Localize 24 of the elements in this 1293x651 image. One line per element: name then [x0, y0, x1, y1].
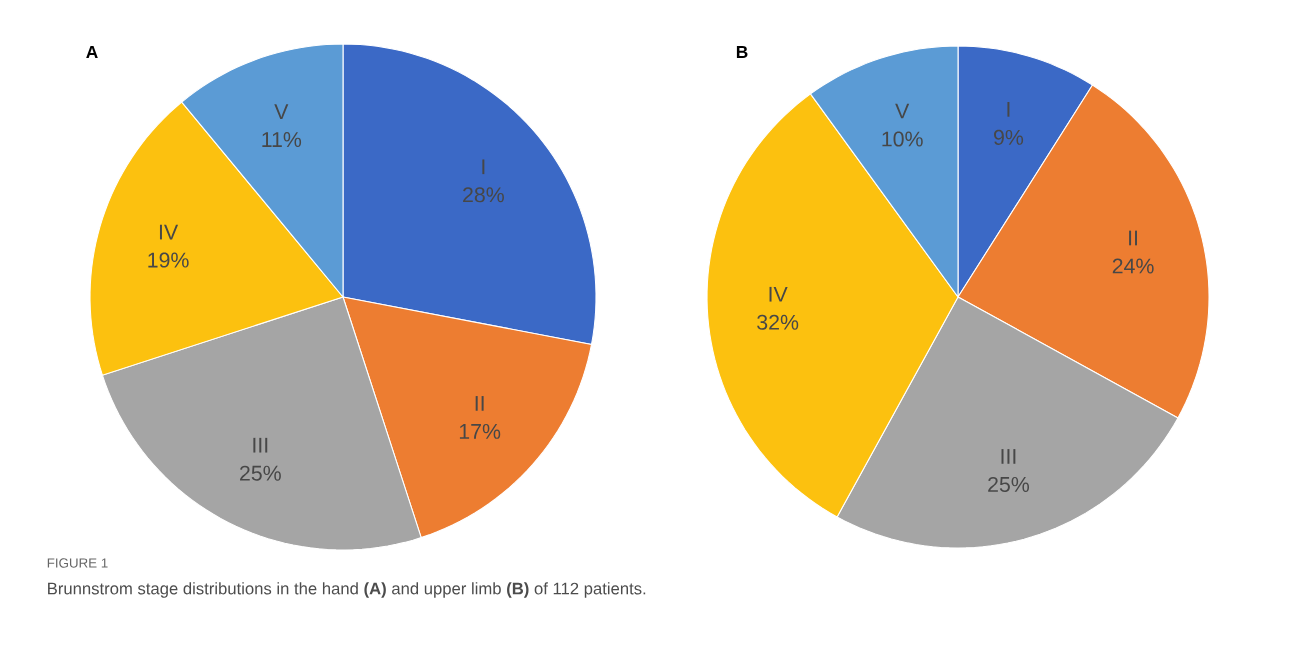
data-label: 9%	[994, 129, 1024, 145]
slice-label: III	[253, 437, 268, 453]
data-label: 32%	[757, 314, 799, 330]
caption: FIGURE 1	[47, 558, 108, 568]
slice-label: V	[274, 104, 289, 119]
slice-label: I	[1007, 102, 1010, 117]
slice-label: V	[895, 103, 910, 119]
slice-label: I	[482, 159, 485, 175]
text: Brunnstrom stage distributions in the hand (A) and upper limb (B) of 112 patients.	[48, 582, 646, 598]
slice-label: IV	[159, 224, 179, 240]
slice-label: II	[1129, 230, 1138, 246]
chart-title: A	[86, 46, 98, 58]
data-label: 17%	[459, 423, 501, 439]
slice-label: III	[1001, 449, 1016, 464]
data-label: 10%	[882, 131, 923, 147]
data-label: 24%	[1112, 258, 1154, 274]
slice-label: IV	[769, 286, 788, 302]
chart-title: B	[736, 46, 748, 58]
data-label: 28%	[463, 187, 504, 203]
data-label: 25%	[988, 476, 1030, 492]
data-label: 19%	[148, 252, 189, 268]
data-label: 25%	[240, 465, 281, 481]
data-label: 11%	[262, 132, 302, 148]
slice-label: II	[475, 396, 484, 411]
